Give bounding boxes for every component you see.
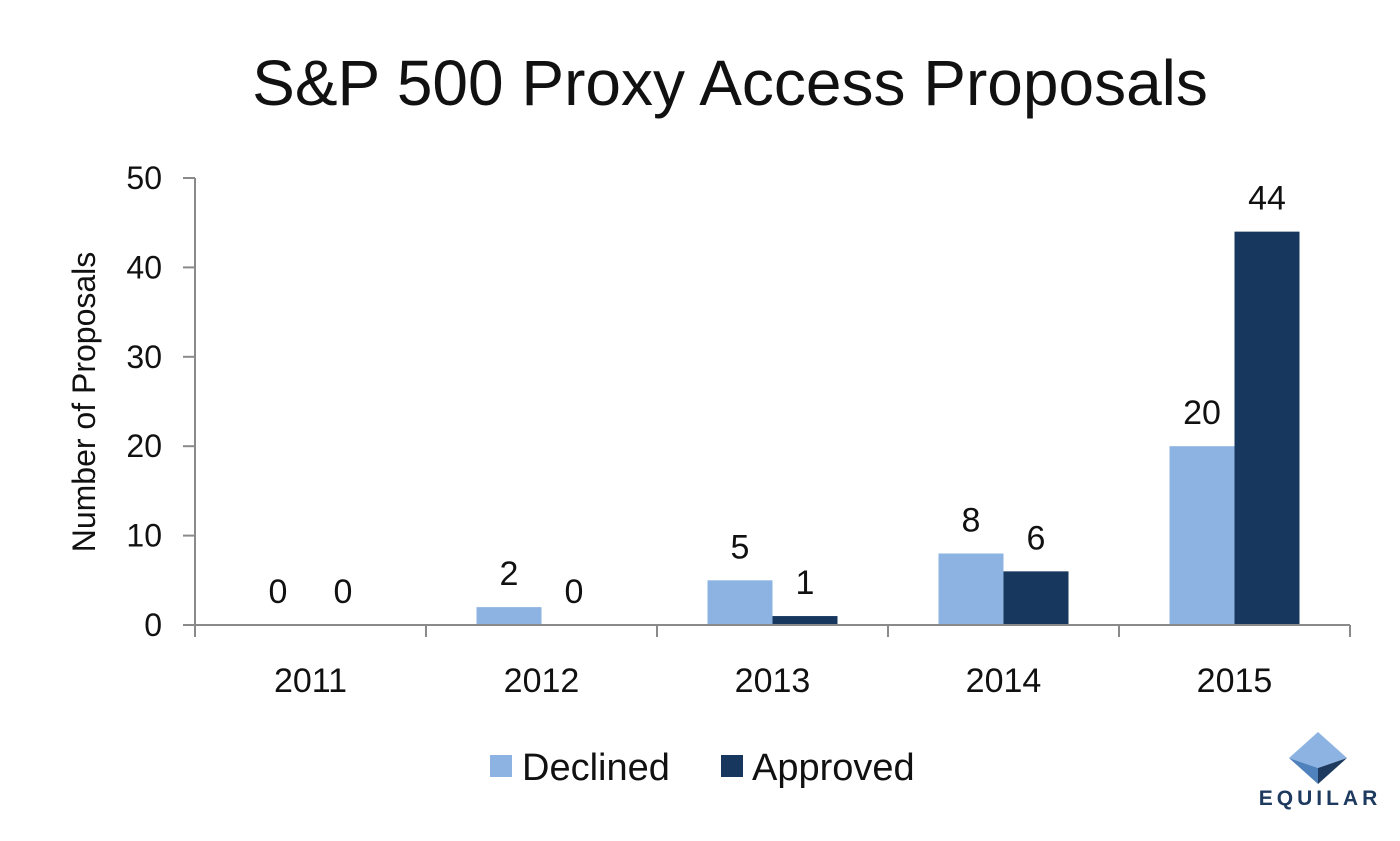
logo-wordmark: EQUILAR [1259, 787, 1382, 810]
legend-label-approved: Approved [752, 747, 915, 789]
y-axis-label: Number of Proposals [66, 252, 102, 553]
logo-diamond-right [1318, 758, 1347, 784]
data-label-declined-2011: 0 [269, 573, 288, 611]
bar-approved-2015 [1234, 231, 1300, 625]
legend-item-declined: Declined [490, 747, 670, 789]
data-label-declined-2012: 2 [500, 555, 519, 593]
data-label-declined-2014: 8 [962, 501, 981, 539]
y-tick-label: 20 [126, 428, 162, 464]
legend-swatch-approved [721, 755, 743, 777]
y-tick-label: 0 [144, 607, 162, 643]
chart-title: S&P 500 Proxy Access Proposals [252, 47, 1208, 119]
x-tick-label: 2015 [1197, 662, 1273, 700]
y-tick-label: 50 [126, 160, 162, 196]
equilar-logo: EQUILAR [1259, 732, 1382, 810]
bar-approved-2013 [772, 616, 838, 625]
data-label-approved-2012: 0 [565, 573, 584, 611]
data-label-declined-2013: 5 [731, 528, 750, 566]
logo-diamond-top [1289, 732, 1347, 768]
bar-declined-2012 [476, 607, 542, 625]
bar-declined-2015 [1169, 446, 1235, 625]
x-tick-label: 2011 [274, 662, 347, 700]
data-label-declined-2015: 20 [1183, 394, 1221, 432]
x-tick-label: 2014 [966, 662, 1042, 700]
y-tick-label: 30 [126, 339, 162, 375]
legend-item-approved: Approved [721, 747, 915, 789]
bars [476, 231, 1300, 625]
x-tick-label: 2013 [735, 662, 811, 700]
legend: Declined Approved [490, 747, 915, 789]
x-axis-ticks [194, 625, 1351, 637]
data-label-approved-2011: 0 [334, 573, 353, 611]
bar-declined-2014 [938, 553, 1004, 625]
y-tick-label: 10 [126, 518, 162, 554]
x-tick-label: 2012 [504, 662, 580, 700]
bar-approved-2014 [1003, 571, 1069, 625]
legend-label-declined: Declined [522, 747, 670, 789]
legend-swatch-declined [490, 755, 512, 777]
y-axis-ticks: 0 10 20 30 40 50 [126, 160, 195, 643]
data-label-approved-2015: 44 [1248, 180, 1286, 218]
logo-diamond-left [1289, 758, 1318, 784]
y-tick-label: 40 [126, 249, 162, 285]
x-axis-labels: 2011 2012 2013 2014 2015 [274, 662, 1272, 700]
data-label-approved-2014: 6 [1027, 519, 1046, 557]
data-label-approved-2013: 1 [796, 564, 815, 602]
bar-declined-2013 [707, 580, 773, 625]
